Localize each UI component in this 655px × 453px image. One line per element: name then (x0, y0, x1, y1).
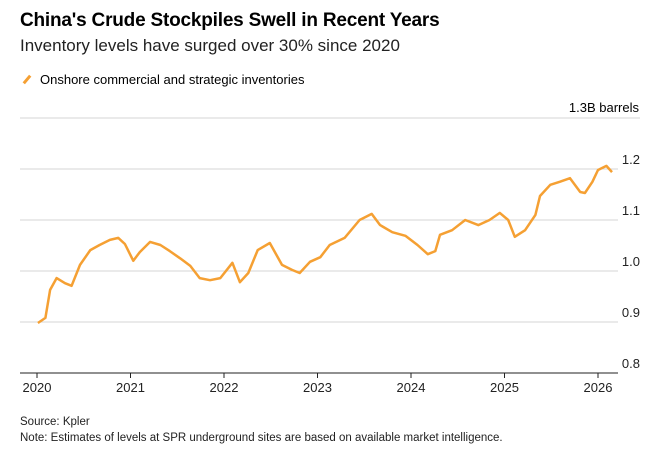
y-tick-label: 1.1 (622, 203, 640, 218)
y-tick-label: 1.2 (622, 152, 640, 167)
x-tick-label: 2023 (303, 380, 332, 395)
x-tick-label: 2025 (490, 380, 519, 395)
legend-label: Onshore commercial and strategic invento… (40, 72, 305, 87)
x-tick-label: 2026 (584, 380, 613, 395)
footnote: Note: Estimates of levels at SPR undergr… (20, 432, 503, 444)
inventory-series-line (37, 164, 613, 325)
y-axis-unit-label: 1.3B barrels (568, 100, 639, 115)
x-tick-label: 2021 (116, 380, 145, 395)
x-tick-label: 2020 (23, 380, 52, 395)
x-tick-label: 2024 (397, 380, 426, 395)
y-tick-label: 0.8 (622, 356, 640, 371)
y-tick-label: 0.9 (622, 305, 640, 320)
y-tick-label: 1.0 (622, 254, 640, 269)
chart-subtitle: Inventory levels have surged over 30% si… (20, 36, 400, 55)
x-tick-label: 2022 (210, 380, 239, 395)
chart-title: China's Crude Stockpiles Swell in Recent… (20, 10, 440, 31)
source-note: Source: Kpler (20, 416, 90, 428)
legend: Onshore commercial and strategic invento… (20, 72, 304, 87)
